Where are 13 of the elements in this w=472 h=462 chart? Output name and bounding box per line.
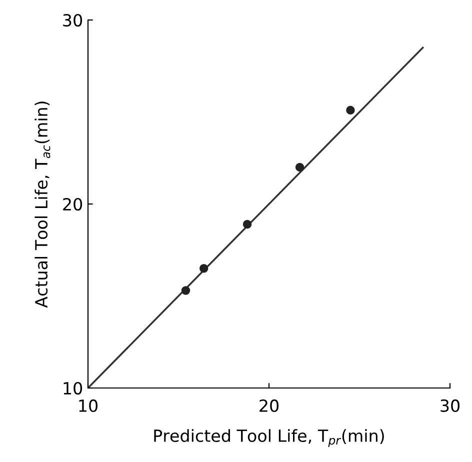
x-tick-label: 20 xyxy=(260,399,278,412)
y-tick-label: 30 xyxy=(63,14,82,27)
point xyxy=(242,220,252,229)
point xyxy=(295,162,304,172)
point xyxy=(199,264,208,273)
y-tick-label: 10 xyxy=(64,382,82,395)
x-axis-title: Predicted Tool Life, T$_{pr}$(min) xyxy=(154,429,384,447)
point xyxy=(181,286,190,295)
y-axis-title: Actual Tool Life, T$_{ac}$(min) xyxy=(34,102,50,308)
x-tick-label: 30 xyxy=(440,399,460,412)
x-tick-label: 10 xyxy=(79,399,98,412)
point xyxy=(346,106,355,115)
y-tick-label: 20 xyxy=(63,198,82,211)
